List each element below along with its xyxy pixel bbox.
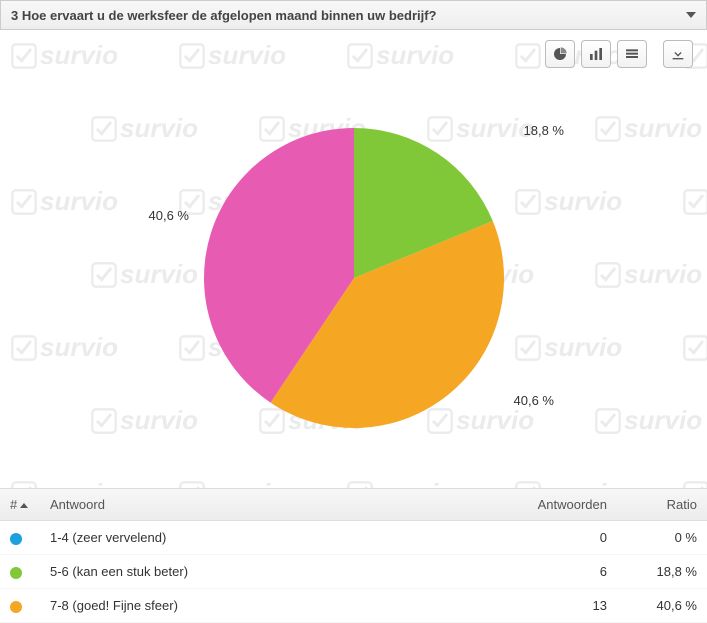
cell-ratio: 18,8 %	[617, 555, 707, 589]
cell-count: 6	[409, 555, 617, 589]
pie-chart-button[interactable]	[545, 40, 575, 68]
table-header-row: # Antwoord Antwoorden Ratio	[0, 489, 707, 521]
cell-count: 13	[409, 589, 617, 623]
color-dot	[10, 601, 22, 613]
table-row: 5-6 (kan een stuk beter)618,8 %	[0, 555, 707, 589]
cell-answer: 5-6 (kan een stuk beter)	[40, 555, 409, 589]
chart-toolbar	[0, 30, 707, 68]
sort-asc-icon	[20, 503, 28, 508]
color-dot	[10, 533, 22, 545]
chevron-down-icon	[686, 12, 696, 18]
table-row: 1-4 (zeer vervelend)00 %	[0, 521, 707, 555]
slice-label: 40,6 %	[514, 393, 554, 408]
color-dot	[10, 567, 22, 579]
cell-answer: 7-8 (goed! Fijne sfeer)	[40, 589, 409, 623]
pie-chart: 18,8 %40,6 %40,6 %	[204, 128, 504, 428]
pie-icon	[552, 46, 568, 62]
question-title: 3 Hoe ervaart u de werksfeer de afgelope…	[11, 8, 437, 23]
col-ratio[interactable]: Ratio	[617, 489, 707, 521]
download-button[interactable]	[663, 40, 693, 68]
download-icon	[670, 46, 686, 62]
results-table: # Antwoord Antwoorden Ratio 1-4 (zeer ve…	[0, 488, 707, 623]
col-answer[interactable]: Antwoord	[40, 489, 409, 521]
col-index[interactable]: #	[0, 489, 40, 521]
cell-ratio: 40,6 %	[617, 589, 707, 623]
table-button[interactable]	[617, 40, 647, 68]
cell-answer: 1-4 (zeer vervelend)	[40, 521, 409, 555]
cell-ratio: 0 %	[617, 521, 707, 555]
slice-label: 18,8 %	[524, 123, 564, 138]
question-header[interactable]: 3 Hoe ervaart u de werksfeer de afgelope…	[0, 0, 707, 30]
bar-chart-button[interactable]	[581, 40, 611, 68]
slice-label: 40,6 %	[149, 208, 189, 223]
col-count[interactable]: Antwoorden	[409, 489, 617, 521]
table-icon	[624, 46, 640, 62]
chart-area: 18,8 % 40,6 % 40,6 %	[0, 68, 707, 488]
cell-count: 0	[409, 521, 617, 555]
table-row: 7-8 (goed! Fijne sfeer)1340,6 %	[0, 589, 707, 623]
bar-icon	[588, 46, 604, 62]
